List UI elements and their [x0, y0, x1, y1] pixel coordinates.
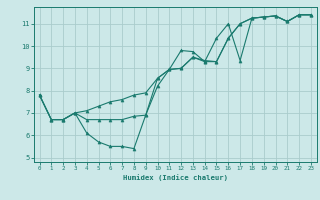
- X-axis label: Humidex (Indice chaleur): Humidex (Indice chaleur): [123, 174, 228, 181]
